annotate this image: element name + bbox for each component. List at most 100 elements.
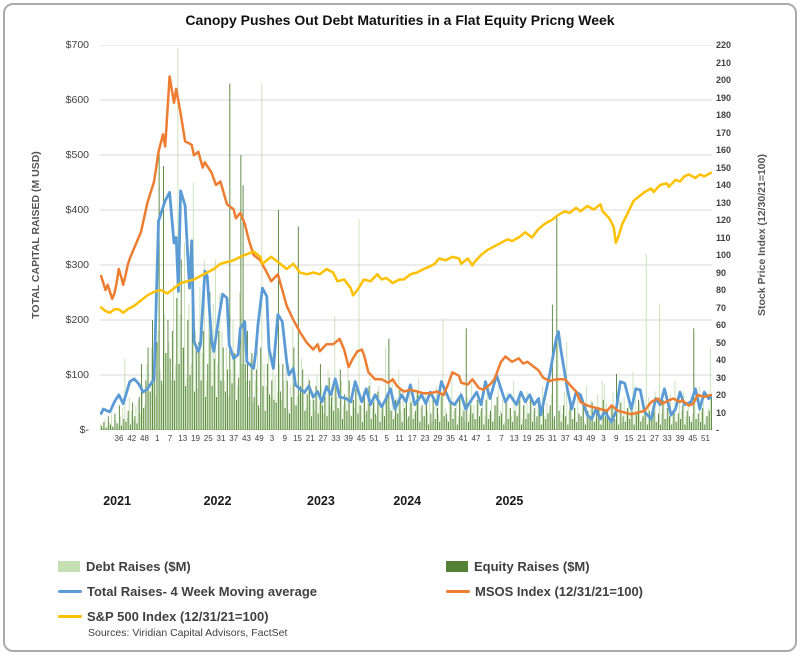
debt-bar [519,394,521,430]
equity-bar [527,413,529,430]
debt-bar [553,419,554,430]
equity-bar [514,410,516,430]
debt-bar [248,397,250,430]
debt-bar [703,402,705,430]
debt-bar [590,399,592,430]
debt-bar [689,421,691,430]
x-week-tick-label: 7 [499,434,504,443]
equity-bar [419,421,421,430]
debt-bar [416,394,417,430]
debt-bar [303,388,305,430]
debt-bar [404,405,406,430]
equity-bar [485,399,487,430]
debt-bar [424,391,426,430]
debt-bar [667,408,669,430]
debt-bar [471,383,473,430]
equity-bar [233,353,235,430]
debt-bar [378,386,380,430]
equity-bar [300,386,301,430]
debt-bar [329,405,331,430]
equity-bar [618,424,620,430]
debt-bar [232,320,234,430]
x-week-tick-label: 33 [331,434,341,443]
equity-bar [280,391,282,430]
debt-bar [659,303,660,430]
debt-bar [351,391,353,430]
debt-bar [265,386,267,430]
equity-bar [445,413,447,430]
equity-bar [392,419,394,430]
debt-bar [469,413,470,430]
equity-bar [269,394,271,430]
debt-bar [148,391,150,430]
x-week-tick-label: 41 [458,434,468,443]
equity-bar [295,405,297,430]
equity-bar [691,421,693,430]
equity-bar [196,347,198,430]
debt-bar [544,416,546,430]
x-week-tick-label: 15 [624,434,634,443]
equity-bar [430,413,432,430]
debt-bar [451,380,453,430]
debt-bar [550,394,552,430]
debt-bar [168,342,170,430]
debt-bar [446,419,448,430]
right-axis-title: Stock Price Index (12/30/21=100) [756,154,768,316]
equity-bar [114,413,116,430]
equity-bar [127,410,129,430]
debt-bar [338,410,340,430]
x-week-tick-label: 49 [254,434,264,443]
legend-item: Total Raises- 4 Week Moving average [58,584,446,599]
x-week-tick-label: 19 [522,434,532,443]
equity-bar [401,421,403,430]
equity-bar [492,421,494,430]
debt-bar [188,303,190,430]
debt-bar [290,386,291,430]
debt-bar [122,408,124,430]
equity-bar [105,427,107,430]
debt-bar [356,383,358,430]
equity-bar [496,397,498,430]
debt-bar [354,408,356,430]
debt-bar [559,405,561,430]
equity-bar [562,405,564,430]
debt-bar [619,399,621,430]
equity-bar [202,331,204,430]
debt-bar [442,318,444,430]
debt-bar [230,369,232,430]
equity-bar [289,413,290,430]
equity-bar [576,421,578,430]
x-week-tick-label: 9 [614,434,619,443]
debt-bar [435,386,437,430]
equity-bar [240,155,242,430]
equity-bar [121,425,123,430]
debt-bar [621,421,623,430]
debt-bar [133,420,135,430]
equity-bar [554,416,556,430]
debt-bar [572,419,574,430]
equity-bar [428,424,430,430]
equity-bar [622,416,624,430]
debt-bar [681,410,683,430]
debt-bar [119,416,121,430]
equity-bar [207,364,209,430]
equity-bar [507,419,509,430]
debt-bar [645,254,647,430]
equity-bar [518,399,520,430]
legend-swatch-fill [58,561,80,572]
equity-bar [627,408,628,430]
equity-bar [664,419,666,430]
equity-bar [132,402,134,430]
debt-bar [181,347,183,430]
equity-bar [503,424,505,430]
chart-title: Canopy Pushes Out Debt Maturities in a F… [185,12,615,28]
legend-swatch-fill [446,561,468,572]
y-right-tick-label: 100 [716,250,732,260]
equity-bar [673,410,675,430]
equity-bar [353,399,354,430]
equity-bar [695,419,697,430]
equity-bar [169,358,171,430]
equity-bar [262,386,264,430]
equity-bar [213,358,215,430]
equity-bar [450,402,452,430]
